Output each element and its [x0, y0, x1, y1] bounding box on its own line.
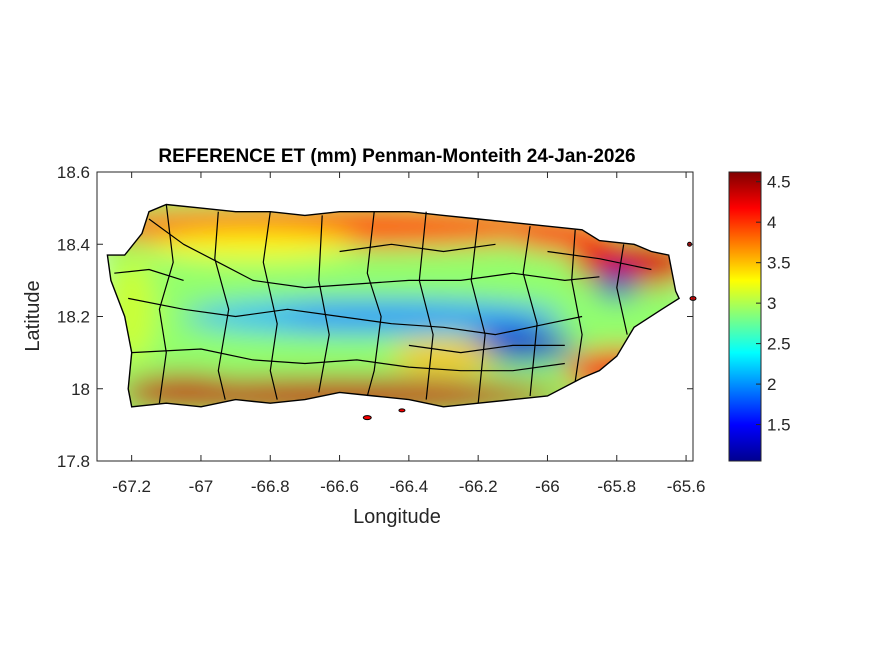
colorbar-tick-label: 3: [767, 294, 776, 313]
municipality-boundary: [408, 344, 565, 354]
municipality-boundary: [114, 268, 184, 281]
municipality-boundary: [262, 211, 278, 400]
y-tick-label: 18.4: [57, 235, 90, 254]
y-tick-label: 18.6: [57, 163, 90, 182]
municipality-boundary: [547, 250, 652, 271]
x-axis-ticks: -67.2 -67 -66.8 -66.6 -66.4 -66.2 -66 -65.8 -65.…: [112, 172, 705, 496]
colorbar: [728, 171, 762, 462]
islet: [362, 415, 372, 421]
x-tick-label: -66.4: [389, 477, 428, 496]
colorbar-tick-label: 4.5: [767, 173, 791, 192]
colorbar-tick-label: 2.5: [767, 335, 791, 354]
municipality-boundary: [616, 244, 628, 335]
x-tick-label: -66: [535, 477, 560, 496]
municipality-boundary: [318, 215, 330, 393]
municipality-boundary: [148, 218, 600, 289]
y-tick-label: 17.8: [57, 452, 90, 471]
municipality-boundaries: [114, 204, 652, 404]
municipality-boundary: [470, 218, 486, 404]
y-tick-label: 18: [71, 380, 90, 399]
colorbar-tick-label: 3.5: [767, 254, 791, 273]
municipality-boundary: [339, 243, 496, 253]
municipality-boundary: [214, 211, 230, 400]
heat-blob: [204, 303, 302, 330]
heat-blob: [121, 374, 247, 407]
x-axis-label: Longitude: [353, 506, 441, 528]
municipality-boundary: [131, 348, 565, 372]
x-tick-label: -67: [189, 477, 214, 496]
island-outline: [106, 203, 680, 408]
municipality-boundary: [418, 211, 434, 400]
y-tick-label: 18.2: [57, 308, 90, 327]
x-tick-label: -66.6: [320, 477, 359, 496]
x-tick-label: -67.2: [112, 477, 151, 496]
islet: [398, 408, 406, 413]
islets: [362, 241, 697, 421]
municipality-boundary: [158, 204, 174, 404]
heat-blob: [595, 269, 638, 299]
heat-blob: [148, 229, 357, 259]
colorbar-tick-label: 4: [767, 213, 776, 232]
chart-title: REFERENCE ET (mm) Penman-Monteith 24-Jan…: [158, 146, 635, 167]
x-tick-label: -65.6: [667, 477, 706, 496]
y-axis-ticks: 17.8 18 18.2 18.4 18.6: [57, 163, 693, 471]
y-axis-label: Latitude: [22, 280, 44, 351]
municipality-boundary: [522, 226, 538, 397]
x-tick-label: -66.2: [459, 477, 498, 496]
x-tick-label: -66.8: [251, 477, 290, 496]
colorbar-tick-label: 2: [767, 375, 776, 394]
x-tick-label: -65.8: [597, 477, 636, 496]
municipality-boundary: [128, 297, 583, 336]
municipality-boundary: [366, 211, 382, 397]
colorbar-tick-label: 1.5: [767, 416, 791, 435]
colorbar-ticks: 1.5 2 2.5 3 3.5 4 4.5: [756, 173, 791, 435]
heat-blob: [391, 341, 496, 371]
